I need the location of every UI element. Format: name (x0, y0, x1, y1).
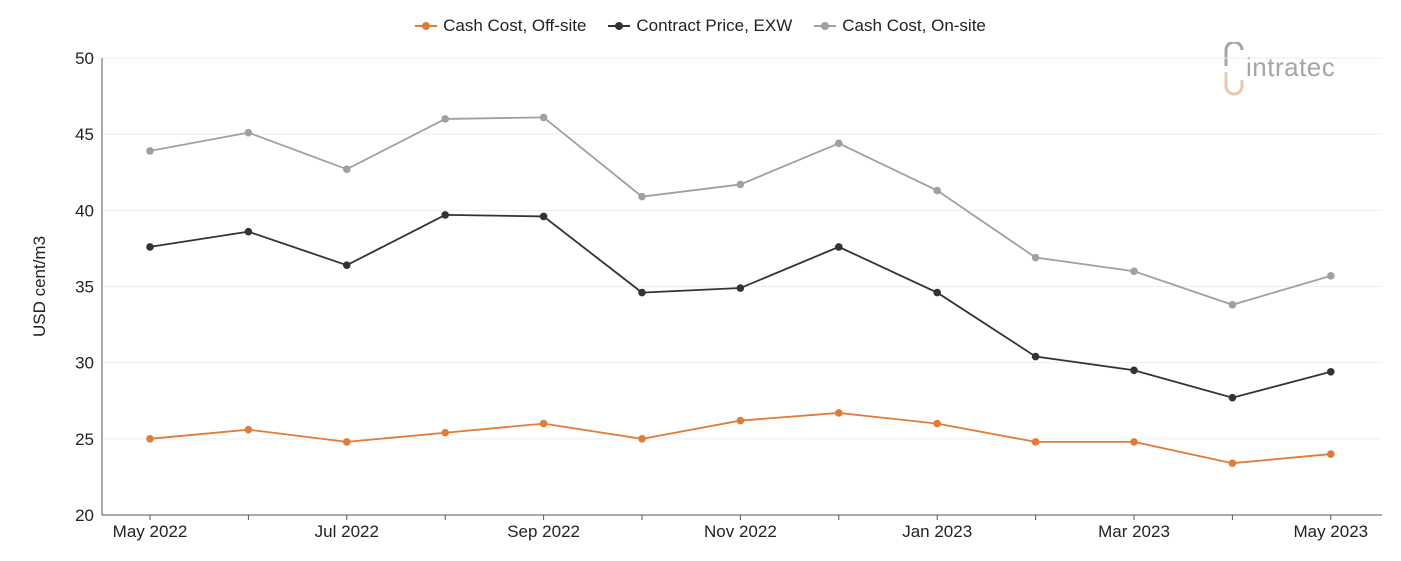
x-tick-label: Jul 2022 (315, 522, 379, 541)
series-0-point (933, 419, 941, 428)
series-2-point (441, 115, 450, 123)
legend-item-on-site[interactable]: Cash Cost, On-site (814, 16, 986, 36)
intratec-logo-text: intratec (1246, 52, 1336, 82)
series-2-point (1130, 267, 1138, 276)
series-0-point (1327, 450, 1335, 458)
legend-item-off-site[interactable]: Cash Cost, Off-site (415, 16, 586, 36)
series-1-point (1228, 393, 1237, 402)
legend-swatch-off-site (415, 21, 438, 31)
series-1-point (244, 227, 253, 236)
legend-swatch-on-site (814, 21, 837, 31)
series-2-point (933, 186, 941, 195)
x-tick-label: May 2022 (113, 522, 188, 541)
series-1-point (1130, 366, 1138, 375)
series-1-point (539, 212, 548, 221)
series-0-point (244, 425, 253, 434)
x-tick-label: Nov 2022 (704, 522, 777, 541)
series-1-point (638, 288, 646, 297)
series-1-point (835, 243, 843, 251)
y-tick-label-30: 30 (75, 354, 94, 373)
x-tick-label: May 2023 (1293, 522, 1368, 541)
series-2-point (244, 128, 253, 137)
series-2-point (1031, 253, 1040, 262)
legend-label-off-site: Cash Cost, Off-site (443, 16, 587, 35)
x-tick-label: Sep 2022 (507, 522, 580, 541)
series-0-point (835, 409, 843, 417)
x-tick-label: Mar 2023 (1098, 522, 1170, 541)
series-1-point (1031, 352, 1040, 361)
y-tick-label-35: 35 (75, 278, 94, 297)
series-1-point (1327, 368, 1335, 376)
series-0-point (1228, 459, 1237, 468)
series-2-point (736, 180, 745, 189)
series-0-point (146, 435, 154, 443)
series-2-point (146, 147, 154, 155)
y-axis-label: USD cent/m3 (30, 236, 49, 337)
series-1-point (736, 284, 745, 292)
y-tick-label-25: 25 (75, 430, 94, 449)
series-2-point (1327, 272, 1335, 280)
series-line-2 (149, 116, 1332, 306)
series-0-point (343, 438, 351, 446)
legend-label-contract-price: Contract Price, EXW (636, 16, 793, 35)
y-tick-label-45: 45 (75, 125, 94, 144)
series-0-point (1130, 438, 1138, 446)
series-0-point (441, 428, 450, 437)
series-1-point (441, 211, 450, 219)
series-line-1 (149, 213, 1332, 399)
y-tick-label-20: 20 (75, 506, 94, 525)
series-0-point (736, 416, 745, 425)
intratec-logo: intratec (1222, 40, 1372, 98)
y-tick-label-40: 40 (75, 201, 94, 220)
y-tick-label-50: 50 (75, 49, 94, 68)
legend-swatch-contract-price (608, 21, 631, 31)
series-2-point (835, 139, 843, 148)
series-2-point (1228, 300, 1237, 309)
intratec-logo-icon (1224, 40, 1244, 96)
series-0-point (539, 419, 548, 428)
chart-legend: Cash Cost, Off-site Contract Price, EXW … (0, 16, 1401, 36)
series-2-point (638, 192, 646, 201)
series-1-point (933, 288, 941, 297)
series-0-point (1031, 438, 1040, 446)
legend-item-contract-price[interactable]: Contract Price, EXW (608, 16, 792, 36)
series-1-point (146, 243, 154, 251)
x-tick-label: Jan 2023 (902, 522, 972, 541)
legend-label-on-site: Cash Cost, On-site (842, 16, 986, 35)
series-1-point (343, 261, 351, 269)
series-0-point (638, 435, 646, 443)
series-2-point (539, 113, 548, 122)
series-2-point (343, 165, 351, 174)
